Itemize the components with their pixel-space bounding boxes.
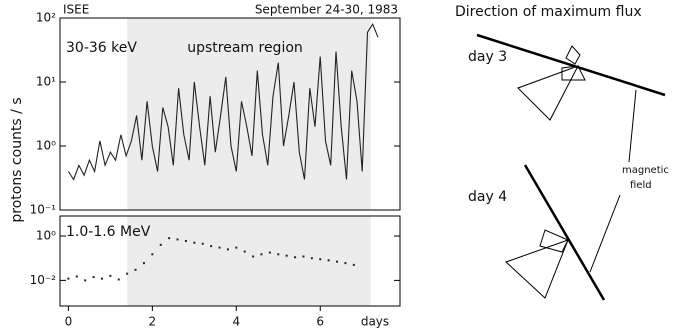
data-point xyxy=(126,272,129,275)
data-point xyxy=(268,251,271,254)
source: ISEE xyxy=(63,3,89,17)
y-tick-label: 10² xyxy=(36,11,56,25)
data-point xyxy=(327,259,330,262)
data-point xyxy=(168,237,171,240)
data-point xyxy=(75,275,78,278)
y-axis-label: protons counts / s xyxy=(9,97,25,222)
data-point xyxy=(142,262,145,265)
day-label: day 3 xyxy=(468,49,507,65)
data-point xyxy=(319,258,322,261)
cone xyxy=(505,239,569,299)
annotation: 30-36 keV xyxy=(66,40,137,56)
data-point xyxy=(294,256,297,259)
plot-frame xyxy=(59,215,401,307)
x-tick-label: 4 xyxy=(232,315,240,329)
data-point xyxy=(176,238,179,241)
data-point xyxy=(344,262,347,265)
data-point xyxy=(109,274,112,277)
data-point xyxy=(235,246,238,249)
data-point xyxy=(184,239,187,242)
callout xyxy=(628,89,637,163)
data-line xyxy=(67,23,379,181)
data-point xyxy=(201,242,204,245)
shaded-region xyxy=(127,18,371,210)
data-point xyxy=(302,255,305,258)
data-point xyxy=(336,260,339,263)
data-point xyxy=(310,257,313,260)
data-point xyxy=(100,277,103,280)
field-line xyxy=(523,164,606,301)
data-point xyxy=(193,241,196,244)
cone xyxy=(517,65,580,121)
data-point xyxy=(285,254,288,257)
data-point xyxy=(277,253,280,256)
annotation: upstream region xyxy=(187,40,303,56)
callout xyxy=(589,194,621,273)
annotation: 1.0-1.6 MeV xyxy=(66,224,151,240)
data-point xyxy=(218,246,221,249)
cone xyxy=(565,45,581,65)
x-tick-label: 2 xyxy=(149,315,157,329)
data-point xyxy=(252,255,255,258)
plot-frame xyxy=(59,17,401,211)
data-point xyxy=(67,277,70,280)
data-point xyxy=(210,245,213,248)
x-axis-label: days xyxy=(361,315,389,329)
y-tick-label: 10⁰ xyxy=(36,229,56,243)
y-tick-label: 10⁻² xyxy=(30,273,57,287)
data-point xyxy=(117,278,120,281)
y-tick-label: 10¹ xyxy=(36,75,56,89)
field-label: field xyxy=(630,180,652,191)
panel: 10⁻² 10⁰ 0 2 4 6 days 1.0-1.6 MeV xyxy=(30,215,401,329)
data-point xyxy=(151,253,154,256)
data-point xyxy=(159,243,162,246)
data-point xyxy=(243,250,246,253)
panel: 10⁻¹ 10⁰ 10¹ 10² ISEE September 24-30, 1983 pr… xyxy=(9,3,401,223)
chart-title: September 24-30, 1983 xyxy=(255,3,398,17)
day-label: day 4 xyxy=(468,189,507,205)
shaded-region xyxy=(127,216,371,306)
diagram-title: Direction of maximum flux xyxy=(455,4,642,20)
data-point xyxy=(260,253,263,256)
field-label: magnetic xyxy=(622,165,669,176)
y-tick-label: 10⁰ xyxy=(36,139,56,153)
data-point xyxy=(352,263,355,266)
data-point xyxy=(134,268,137,271)
x-tick-label: 0 xyxy=(65,315,73,329)
data-point xyxy=(226,248,229,251)
y-tick-label: 10⁻¹ xyxy=(30,203,57,217)
cone xyxy=(561,65,586,81)
diagram: Direction of maximum flux day 3 day 4 ma… xyxy=(455,4,669,301)
field-line xyxy=(476,33,666,97)
cone xyxy=(539,229,569,253)
data-point xyxy=(92,276,95,279)
x-tick-label: 6 xyxy=(316,315,324,329)
data-point xyxy=(84,279,87,282)
